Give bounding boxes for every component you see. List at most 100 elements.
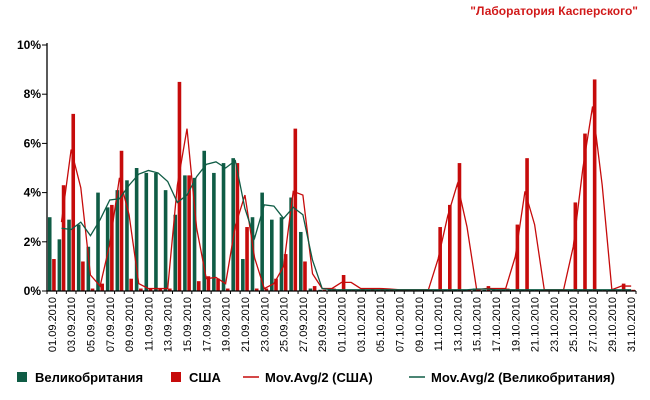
- chart-credit: "Лаборатория Касперского": [470, 4, 638, 18]
- bar-uk: [134, 168, 139, 291]
- bar-us: [293, 128, 298, 291]
- bar-us: [129, 278, 133, 291]
- legend: Великобритания США Mov.Avg/2 (США) Mov.Avg/…: [17, 370, 615, 385]
- bar-uk: [202, 150, 207, 291]
- x-tick-label: 07.10.2010: [394, 297, 406, 352]
- legend-swatch-uk: [17, 372, 27, 382]
- bar-uk: [86, 246, 91, 291]
- x-tick-label: 17.09.2010: [201, 297, 213, 352]
- bar-us: [177, 81, 182, 292]
- bar-uk: [163, 190, 168, 291]
- bar-us: [100, 283, 105, 291]
- y-tick-label: 8%: [24, 87, 42, 101]
- x-tick-label: 15.09.2010: [182, 297, 194, 352]
- y-tick-label: 4%: [24, 186, 42, 200]
- legend-label: Mov.Avg/2 (США): [265, 370, 373, 385]
- bar-us: [139, 288, 143, 291]
- x-tick-label: 01.09.2010: [47, 297, 59, 352]
- bar-us: [283, 254, 288, 291]
- bar-us: [52, 259, 56, 291]
- bar-uk: [115, 190, 120, 291]
- bar-uk: [270, 219, 274, 291]
- bar-uk: [96, 192, 100, 291]
- bar-us: [438, 227, 442, 291]
- x-tick-label: 27.10.2010: [588, 297, 600, 352]
- bars: [47, 79, 636, 292]
- x-tick-label: 09.09.2010: [124, 297, 136, 352]
- legend-swatch-us: [171, 372, 181, 382]
- x-tick-label: 05.09.2010: [85, 297, 97, 352]
- x-tick-label: 03.09.2010: [66, 297, 78, 352]
- bar-us: [168, 288, 172, 291]
- x-axis-ticks: 01.09.2010 03.09.2010 05.09.2010 07.09.2010…: [46, 291, 638, 352]
- x-tick-label: 05.10.2010: [375, 297, 387, 352]
- y-axis-ticks: 0% 2% 4% 6% 8% 10%: [17, 38, 47, 298]
- x-tick-label: 23.10.2010: [549, 297, 561, 352]
- bar-uk: [183, 175, 187, 291]
- bar-us: [90, 288, 95, 291]
- x-tick-label: 15.10.2010: [472, 297, 484, 352]
- bar-uk: [192, 177, 197, 291]
- y-tick-label: 10%: [17, 38, 41, 52]
- bar-uk: [308, 288, 313, 291]
- bar-uk: [154, 172, 158, 291]
- bar-us: [525, 158, 529, 291]
- bar-us: [573, 202, 578, 291]
- bar-us: [448, 204, 452, 291]
- axes: [46, 43, 636, 292]
- bar-us: [515, 224, 520, 291]
- bar-uk: [212, 172, 216, 291]
- x-tick-label: 25.09.2010: [279, 297, 291, 352]
- bar-us: [621, 283, 626, 291]
- x-tick-label: 11.09.2010: [143, 297, 155, 351]
- bar-uk: [231, 158, 235, 291]
- x-tick-label: 31.10.2010: [626, 297, 638, 352]
- bar-uk: [67, 219, 71, 291]
- y-tick-label: 2%: [24, 235, 42, 249]
- y-tick-label: 6%: [24, 136, 42, 150]
- x-tick-label: 29.09.2010: [317, 297, 329, 352]
- x-tick-label: 19.10.2010: [510, 297, 522, 352]
- x-tick-label: 13.09.2010: [163, 297, 175, 352]
- bar-us: [81, 261, 85, 291]
- bar-us: [216, 278, 220, 291]
- bar-us: [592, 79, 597, 291]
- bar-us: [61, 185, 66, 291]
- x-tick-label: 19.09.2010: [221, 297, 233, 352]
- bar-uk: [47, 217, 52, 291]
- bar-uk: [105, 207, 110, 291]
- bar-us: [206, 276, 211, 291]
- legend-label: Mov.Avg/2 (Великобритания): [431, 370, 615, 385]
- bar-us: [158, 288, 162, 291]
- bar-us: [303, 261, 307, 291]
- bar-us: [312, 286, 317, 291]
- bar-uk: [221, 163, 226, 291]
- bar-uk: [144, 172, 149, 291]
- bar-uk: [173, 214, 178, 291]
- x-tick-label: 25.10.2010: [568, 297, 580, 352]
- line-us-moving-average: [60, 106, 632, 291]
- x-tick-label: 13.10.2010: [452, 297, 464, 352]
- bar-us: [235, 163, 240, 291]
- bar-uk: [76, 224, 81, 291]
- x-tick-label: 07.09.2010: [105, 297, 117, 352]
- bar-uk: [279, 217, 284, 291]
- x-tick-label: 29.10.2010: [607, 297, 619, 352]
- moving-average-lines: [60, 106, 632, 291]
- bar-us: [225, 288, 230, 291]
- bar-us: [187, 175, 191, 291]
- bar-uk: [298, 231, 303, 291]
- bar-us: [148, 288, 153, 291]
- x-tick-label: 01.10.2010: [337, 297, 349, 352]
- x-tick-label: 11.10.2010: [433, 297, 445, 351]
- bar-us: [583, 133, 587, 291]
- bar-us: [457, 163, 462, 291]
- x-tick-label: 09.10.2010: [414, 297, 426, 352]
- bar-us: [71, 113, 76, 291]
- bar-us: [274, 278, 278, 291]
- bar-us: [245, 227, 249, 291]
- x-tick-label: 21.10.2010: [530, 297, 542, 352]
- x-tick-label: 03.10.2010: [356, 297, 368, 352]
- bar-uk: [241, 259, 245, 291]
